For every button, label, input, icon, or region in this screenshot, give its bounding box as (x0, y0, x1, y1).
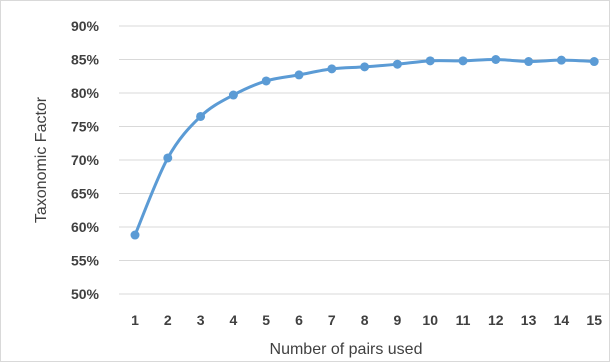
data-point (556, 55, 566, 65)
y-tick-label: 90% (71, 18, 100, 34)
y-tick-label: 50% (71, 286, 100, 302)
y-tick-label: 85% (71, 52, 100, 68)
x-tick-label: 7 (328, 312, 336, 328)
y-axis-title: Taxonomic Factor (33, 96, 50, 223)
x-tick-label: 12 (488, 312, 504, 328)
x-tick-label: 5 (262, 312, 270, 328)
data-point (163, 153, 173, 163)
data-point (589, 57, 599, 67)
data-point (294, 70, 304, 80)
data-point (392, 59, 402, 69)
data-point (196, 111, 206, 121)
x-axis-title: Number of pairs used (270, 341, 423, 358)
x-tick-label: 1 (131, 312, 139, 328)
x-tick-label: 15 (586, 312, 602, 328)
data-point (360, 62, 370, 72)
x-axis-ticks: 1 2 3 4 5 6 7 8 9 10 11 12 13 14 15 (131, 312, 602, 328)
x-tick-label: 11 (456, 312, 471, 328)
y-tick-label: 65% (71, 186, 100, 202)
x-tick-label: 4 (230, 312, 238, 328)
x-tick-label: 14 (554, 312, 570, 328)
data-point (261, 76, 271, 86)
x-tick-label: 6 (295, 312, 303, 328)
y-tick-label: 75% (71, 119, 100, 135)
data-points (130, 55, 599, 240)
y-axis-ticks: 50% 55% 60% 65% 70% 75% 80% 85% 90% (71, 18, 100, 302)
x-tick-label: 9 (394, 312, 402, 328)
data-point (327, 64, 337, 74)
gridlines (119, 25, 609, 295)
x-tick-label: 8 (361, 312, 369, 328)
data-point (491, 55, 501, 64)
x-tick-label: 13 (521, 312, 537, 328)
y-tick-label: 60% (71, 219, 100, 235)
data-point (228, 90, 238, 100)
data-point (425, 56, 435, 66)
y-tick-label: 55% (71, 253, 100, 269)
data-point (458, 56, 468, 66)
x-tick-label: 3 (197, 312, 205, 328)
data-point (130, 230, 140, 240)
y-tick-label: 70% (71, 152, 100, 168)
x-tick-label: 10 (422, 312, 438, 328)
series-line (133, 57, 596, 237)
y-tick-label: 80% (71, 85, 100, 101)
data-point (524, 57, 534, 67)
x-tick-label: 2 (164, 312, 172, 328)
